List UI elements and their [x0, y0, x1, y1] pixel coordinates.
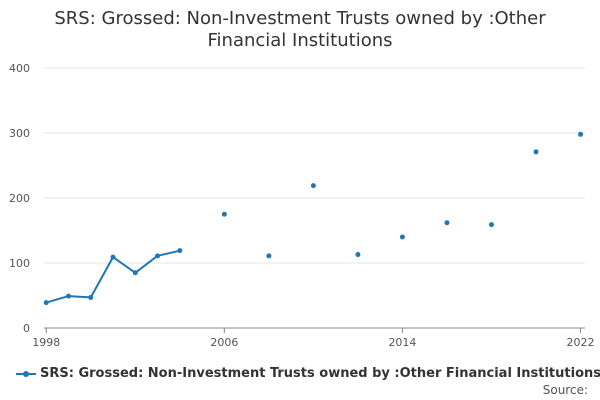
data-point	[43, 300, 49, 306]
y-tick-label: 200	[9, 192, 30, 205]
x-tick-label: 2022	[567, 336, 595, 349]
y-tick-label: 300	[9, 127, 30, 140]
data-point	[399, 234, 405, 240]
chart-title: SRS: Grossed: Non-Investment Trusts owne…	[0, 8, 600, 52]
x-tick-label: 2006	[210, 336, 238, 349]
legend-swatch-dot	[23, 370, 29, 377]
data-point	[444, 220, 450, 226]
legend-label: SRS: Grossed: Non-Investment Trusts owne…	[40, 366, 600, 381]
data-point	[132, 270, 138, 276]
data-point	[155, 253, 161, 259]
data-point	[355, 252, 361, 258]
y-tick-label: 400	[9, 62, 30, 75]
data-point	[88, 294, 94, 300]
data-point	[310, 183, 316, 189]
data-point	[266, 253, 272, 259]
data-point	[110, 254, 116, 260]
data-point	[177, 248, 183, 254]
chart-title-line-1: SRS: Grossed: Non-Investment Trusts owne…	[54, 8, 546, 29]
data-point	[578, 131, 584, 137]
data-point	[488, 222, 494, 228]
legend[interactable]: SRS: Grossed: Non-Investment Trusts owne…	[16, 366, 600, 381]
x-tick-label: 2014	[388, 336, 416, 349]
data-point	[221, 211, 227, 217]
data-point	[533, 149, 539, 155]
x-tick-label: 1998	[32, 336, 60, 349]
data-point	[65, 293, 71, 299]
y-tick-label: 0	[23, 322, 30, 335]
chart-title-line-2: Financial Institutions	[207, 30, 393, 51]
legend-swatch	[16, 369, 36, 379]
y-tick-label: 100	[9, 257, 30, 270]
source-label: Source:	[542, 383, 588, 397]
